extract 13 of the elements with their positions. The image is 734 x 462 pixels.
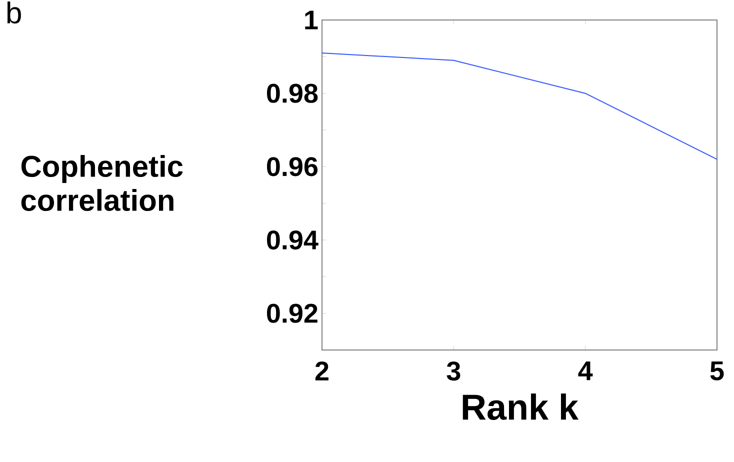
line-series [322, 52, 718, 160]
x-tick-label: 4 [578, 362, 593, 380]
y-tick-label: 1 [305, 10, 318, 30]
y-tick-label: 0.92 [266, 304, 318, 323]
x-axis-title: Rank k [462, 394, 579, 420]
x-tick-label: 5 [710, 362, 724, 380]
y-tick-label: 0.96 [266, 157, 318, 176]
x-tick-label: 2 [315, 362, 328, 380]
y-tick-label: 0.94 [266, 230, 318, 250]
y-tick-label: 0.98 [266, 84, 318, 103]
y-axis-title: Cophenetic correlation [21, 154, 183, 212]
text: b [7, 2, 21, 24]
x-tick-label: 3 [446, 362, 460, 381]
